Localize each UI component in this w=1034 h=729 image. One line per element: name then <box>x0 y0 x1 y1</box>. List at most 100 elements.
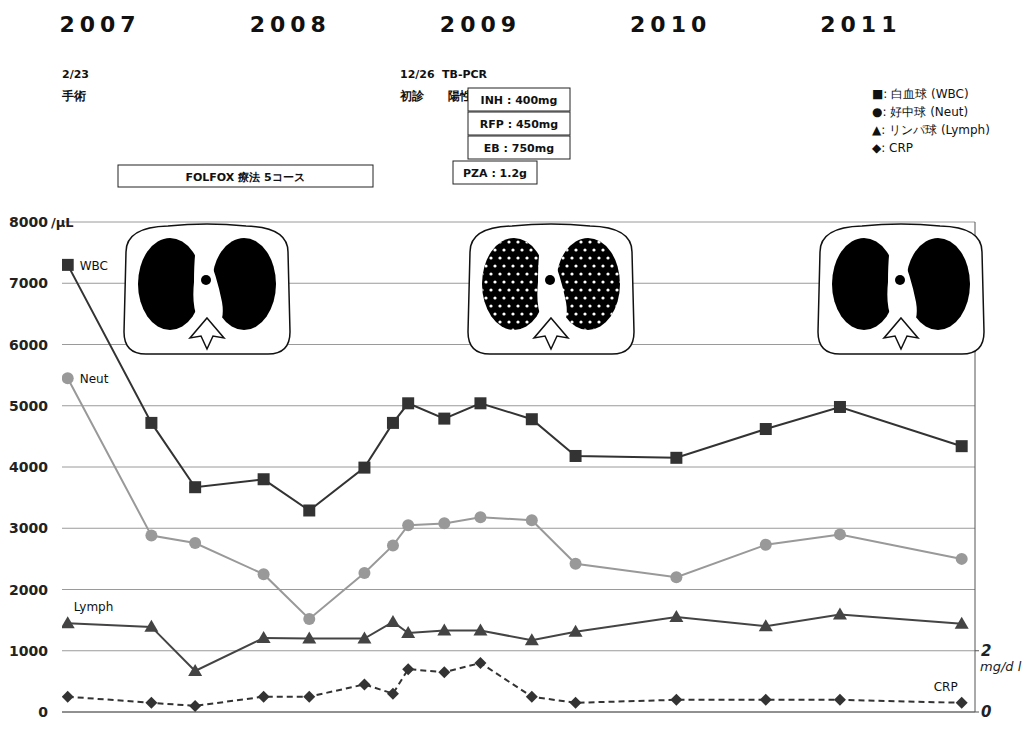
nodule <box>484 328 487 331</box>
nodule <box>579 240 582 243</box>
nodule <box>583 312 586 315</box>
data-point <box>189 481 201 493</box>
nodule <box>502 264 505 267</box>
data-point <box>189 537 201 549</box>
nodule <box>516 256 519 259</box>
nodule <box>565 328 568 331</box>
nodule <box>601 328 604 331</box>
data-point <box>956 697 968 709</box>
nodule <box>534 320 537 323</box>
nodule <box>498 256 501 259</box>
nodule <box>592 280 595 283</box>
nodule <box>534 304 537 307</box>
data-point <box>474 511 486 523</box>
nodule <box>615 320 618 323</box>
drug-label: EB : 750mg <box>484 142 554 155</box>
nodule <box>597 320 600 323</box>
data-point <box>358 567 370 579</box>
ct-image <box>818 224 984 354</box>
nodule <box>574 264 577 267</box>
annotation-text: 初診 <box>399 89 425 103</box>
y-tick-label: 6000 <box>9 337 48 353</box>
mediastinum <box>887 236 916 330</box>
nodule <box>565 264 568 267</box>
nodule <box>619 328 622 331</box>
nodule <box>520 312 523 315</box>
drug-label: RFP : 450mg <box>480 118 558 131</box>
chemo-box <box>118 165 373 187</box>
nodule <box>534 272 537 275</box>
data-point <box>669 610 683 622</box>
data-point <box>303 504 315 516</box>
grid-line <box>62 467 975 468</box>
data-point <box>834 694 846 706</box>
data-point <box>438 517 450 529</box>
legend-entry: ■: 白血球 (WBC) <box>872 87 969 101</box>
ct-image <box>468 224 634 354</box>
grid-line <box>62 222 975 223</box>
nodule <box>511 264 514 267</box>
data-point <box>145 417 157 429</box>
nodule <box>556 264 559 267</box>
nodule <box>507 304 510 307</box>
data-point <box>258 691 270 703</box>
nodule <box>610 312 613 315</box>
y-tick-label: 0 <box>38 704 48 720</box>
data-point <box>402 519 414 531</box>
data-point <box>357 632 371 644</box>
nodule <box>520 296 523 299</box>
nodule <box>583 264 586 267</box>
series-label: CRP <box>934 680 958 694</box>
nodule <box>592 296 595 299</box>
nodule <box>511 312 514 315</box>
x-tick-label: 2008 <box>250 12 331 37</box>
series-label: Neut <box>80 372 109 386</box>
nodule <box>597 240 600 243</box>
data-point <box>145 697 157 709</box>
nodule <box>511 328 514 331</box>
x-axis-line <box>62 712 975 713</box>
nodule <box>489 272 492 275</box>
nodule <box>525 272 528 275</box>
y2-tick-label: 0 <box>981 703 991 721</box>
nodule <box>489 240 492 243</box>
drug-label: PZA : 1.2g <box>463 167 527 180</box>
drug-label: INH : 400mg <box>481 94 558 107</box>
nodule <box>619 264 622 267</box>
nodule <box>579 304 582 307</box>
data-point <box>474 397 486 409</box>
nodule <box>561 272 564 275</box>
nodule <box>493 248 496 251</box>
nodule <box>601 264 604 267</box>
nodule <box>498 304 501 307</box>
nodule <box>498 240 501 243</box>
lung <box>482 238 546 330</box>
nodule <box>570 288 573 291</box>
nodule <box>511 280 514 283</box>
nodule <box>507 320 510 323</box>
nodule <box>502 312 505 315</box>
annotation-date: 12/26 <box>400 68 435 81</box>
nodule <box>606 272 609 275</box>
nodule <box>570 320 573 323</box>
data-point <box>570 558 582 570</box>
nodule <box>615 240 618 243</box>
y2-axis-unit: mg/d l <box>980 659 1022 674</box>
nodule <box>480 272 483 275</box>
nodule <box>610 264 613 267</box>
drug-box <box>453 161 537 184</box>
data-point <box>189 700 201 712</box>
nodule <box>583 328 586 331</box>
nodule <box>601 312 604 315</box>
ct-body <box>468 224 634 354</box>
y-tick-label: 2000 <box>9 582 48 598</box>
data-point <box>358 678 370 690</box>
nodule <box>534 240 537 243</box>
nodule <box>520 328 523 331</box>
nodule <box>484 248 487 251</box>
data-point <box>401 626 415 638</box>
x-tick-label: 2011 <box>820 12 901 37</box>
nodule <box>619 280 622 283</box>
nodule <box>489 288 492 291</box>
nodule <box>592 264 595 267</box>
